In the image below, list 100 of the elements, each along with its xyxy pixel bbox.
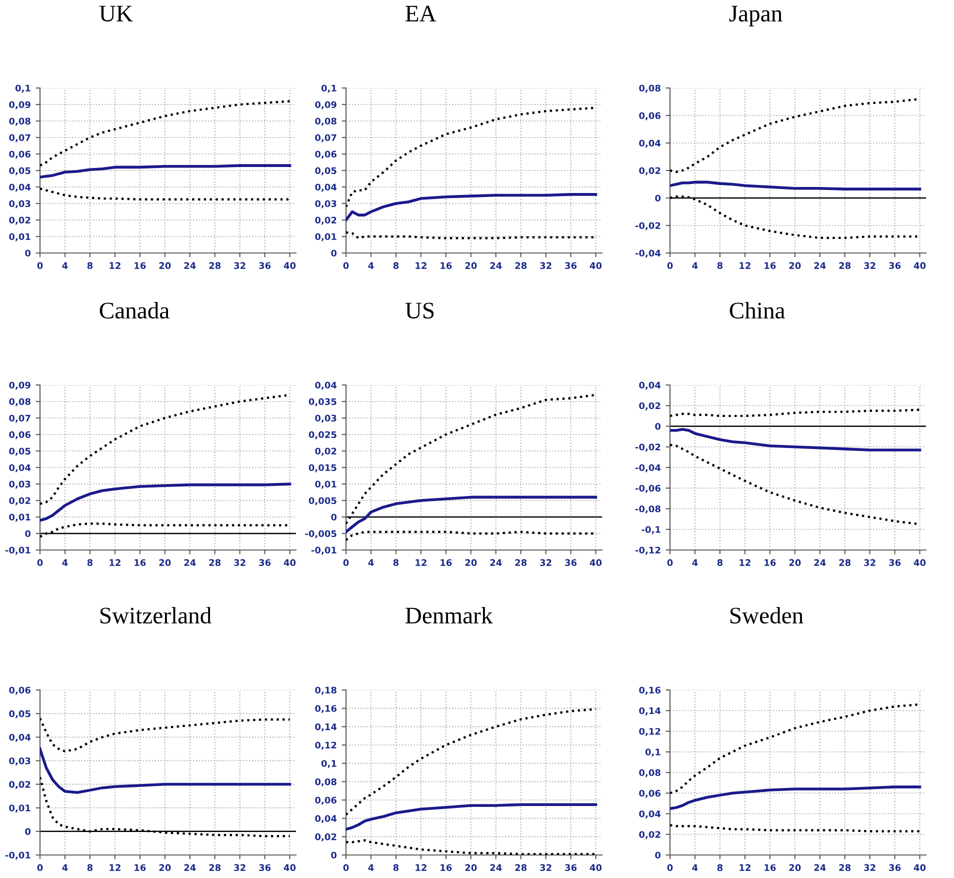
y-tick-label: 0,18 bbox=[315, 686, 336, 695]
x-tick-label: 4 bbox=[62, 559, 68, 566]
line-series bbox=[40, 717, 291, 752]
x-tick-label: 40 bbox=[590, 559, 602, 566]
y-tick-label: 0,1 bbox=[645, 748, 660, 757]
x-tick-label: 24 bbox=[184, 559, 196, 566]
chart-title: Japan bbox=[729, 6, 782, 26]
chart-title: Canada bbox=[100, 302, 170, 319]
y-tick-label: 0,16 bbox=[315, 705, 336, 714]
y-tick-label: 0,04 bbox=[639, 140, 661, 148]
x-tick-label: 40 bbox=[590, 864, 602, 872]
y-tick-label: -0,02 bbox=[635, 444, 660, 452]
x-tick-label: 32 bbox=[540, 559, 552, 566]
line-series bbox=[346, 803, 598, 831]
y-tick-label: 0,02 bbox=[639, 167, 660, 176]
x-tick-label: 24 bbox=[490, 559, 502, 566]
x-tick-label: 28 bbox=[515, 559, 527, 566]
x-tick-label: 20 bbox=[159, 262, 171, 270]
x-tick-label: 8 bbox=[393, 262, 399, 270]
x-tick-label: 16 bbox=[134, 864, 146, 872]
x-tick-label: 16 bbox=[440, 864, 452, 872]
y-tick-label: -0,06 bbox=[635, 484, 660, 493]
y-tick-label: 0,16 bbox=[639, 686, 660, 695]
x-tick-label: 36 bbox=[259, 559, 271, 566]
y-tick-label: 0,02 bbox=[9, 781, 30, 789]
x-tick-label: 4 bbox=[692, 864, 698, 871]
y-tick-label: -0,12 bbox=[635, 546, 660, 555]
x-tick-label: 0 bbox=[343, 262, 349, 270]
x-tick-label: 12 bbox=[416, 864, 426, 871]
x-tick-label: 16 bbox=[134, 559, 146, 566]
y-tick-label: 0,02 bbox=[315, 448, 336, 456]
y-tick-label: 0 bbox=[655, 422, 661, 430]
x-tick-label: 20 bbox=[159, 864, 171, 872]
line-series bbox=[670, 786, 922, 810]
y-tick-label: 0,02 bbox=[9, 216, 30, 225]
x-tick-label: 8 bbox=[717, 864, 723, 872]
x-tick-label: 40 bbox=[284, 559, 296, 566]
y-tick-label: -0,04 bbox=[635, 250, 661, 258]
x-tick-label: 32 bbox=[864, 864, 876, 872]
x-tick-label: 24 bbox=[490, 864, 502, 871]
y-tick-label: 0,05 bbox=[9, 710, 30, 718]
x-tick-label: 4 bbox=[368, 262, 374, 269]
x-tick-label: 28 bbox=[839, 864, 851, 872]
chart-title: Sweden bbox=[730, 606, 804, 624]
x-tick-label: 28 bbox=[515, 262, 527, 270]
y-tick-label: 0,06 bbox=[639, 790, 660, 798]
x-tick-label: 24 bbox=[184, 262, 196, 269]
y-tick-label: 0,05 bbox=[315, 167, 336, 176]
x-tick-label: 0 bbox=[37, 864, 43, 872]
x-tick-label: 40 bbox=[914, 559, 926, 566]
y-tick-label: 0,06 bbox=[9, 150, 30, 159]
y-tick-label: 0,07 bbox=[9, 414, 30, 423]
y-tick-label: 0,01 bbox=[315, 480, 336, 489]
y-tick-label: 0,03 bbox=[9, 757, 30, 766]
line-series bbox=[346, 193, 598, 222]
y-tick-label: 0,03 bbox=[9, 480, 30, 489]
x-tick-label: 24 bbox=[814, 864, 826, 871]
y-tick-label: 0,01 bbox=[315, 233, 336, 242]
x-tick-label: 12 bbox=[110, 559, 120, 566]
y-tick-label: 0 bbox=[25, 530, 31, 538]
x-tick-label: 28 bbox=[209, 262, 221, 270]
y-tick-label: -0,02 bbox=[635, 222, 660, 230]
x-tick-label: 36 bbox=[565, 262, 577, 270]
y-tick-label: 0,06 bbox=[9, 686, 30, 695]
x-tick-label: 8 bbox=[717, 559, 723, 566]
x-tick-label: 28 bbox=[209, 864, 221, 872]
x-tick-label: 36 bbox=[259, 864, 271, 872]
y-tick-label: 0,04 bbox=[315, 815, 337, 824]
y-tick-label: 0,12 bbox=[315, 742, 336, 750]
x-tick-label: 24 bbox=[814, 262, 826, 269]
y-tick-label: 0,08 bbox=[9, 398, 30, 406]
x-tick-label: 12 bbox=[416, 262, 426, 269]
x-tick-label: 20 bbox=[465, 864, 477, 872]
x-tick-label: 36 bbox=[259, 262, 271, 270]
y-tick-label: 0,14 bbox=[639, 707, 661, 716]
x-tick-label: 40 bbox=[284, 262, 296, 270]
x-tick-label: 20 bbox=[159, 559, 171, 566]
y-tick-label: 0,01 bbox=[9, 514, 30, 522]
y-tick-label: 0,1 bbox=[15, 84, 30, 93]
x-tick-label: 0 bbox=[667, 559, 673, 566]
y-tick-label: 0 bbox=[331, 250, 337, 257]
x-tick-label: 12 bbox=[416, 559, 426, 566]
y-tick-label: 0,03 bbox=[9, 200, 30, 208]
y-tick-label: 0,005 bbox=[308, 497, 336, 506]
y-tick-label: 0 bbox=[655, 194, 661, 202]
chart-title: China bbox=[730, 302, 785, 319]
x-tick-label: 4 bbox=[62, 262, 68, 269]
y-tick-label: 0,05 bbox=[9, 448, 30, 456]
y-tick-label: 0,06 bbox=[315, 150, 336, 159]
x-tick-label: 8 bbox=[717, 262, 723, 270]
x-tick-label: 32 bbox=[234, 559, 246, 566]
line-series bbox=[40, 100, 291, 167]
x-tick-label: 20 bbox=[789, 559, 801, 566]
y-tick-label: 0,04 bbox=[9, 184, 31, 192]
y-tick-label: 0,05 bbox=[9, 167, 30, 176]
y-tick-label: 0,06 bbox=[315, 796, 336, 805]
x-tick-label: 32 bbox=[540, 262, 552, 270]
line-series bbox=[346, 839, 597, 855]
line-series bbox=[670, 180, 922, 190]
y-tick-label: -0,005 bbox=[305, 530, 336, 538]
